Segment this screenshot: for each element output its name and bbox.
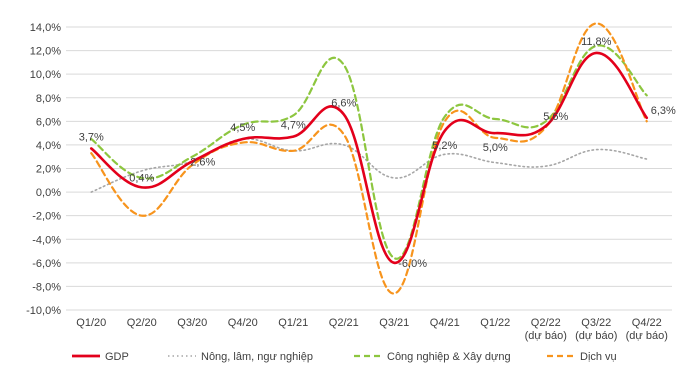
- gdp-data-label: 6,3%: [651, 105, 676, 117]
- legend: GDP Nông, lâm, ngư nghiệp Công nghiệp & Xâ…: [72, 351, 617, 363]
- y-tick-label: -4,0%: [32, 234, 61, 246]
- data-labels: 3,7% 0,4% 2,6% 4,5% 4,7% 6,6% -6,0% 5,2% 5,0% 5,6…: [79, 36, 676, 270]
- y-tick-label: -6,0%: [32, 258, 61, 270]
- legend-label: GDP: [105, 351, 129, 363]
- gdp-data-label: 5,0%: [483, 142, 508, 154]
- gdp-data-label: 5,6%: [543, 111, 568, 123]
- series-lines: [89, 22, 649, 295]
- series-line-industry-construction: [90, 44, 648, 260]
- x-tick-label: Q2/22 (dự báo): [525, 317, 567, 342]
- y-tick-label: 14,0%: [30, 22, 61, 34]
- y-tick-label: 12,0%: [30, 46, 61, 58]
- y-axis: -10,0% -8,0% -6,0% -4,0% -2,0% 0,0% 2,0% 4,0% 6,…: [26, 22, 61, 317]
- x-tick-label: Q4/22 (dự báo): [626, 317, 668, 342]
- gdp-data-label: 11,8%: [581, 36, 612, 48]
- x-tick-label: Q3/20: [177, 317, 207, 329]
- series-line-services: [90, 22, 648, 295]
- gdp-data-label: 4,7%: [281, 120, 306, 132]
- gdp-data-label: 6,6%: [331, 97, 356, 109]
- legend-label: Công nghiệp & Xây dựng: [387, 351, 511, 363]
- x-tick-label: Q4/20: [228, 317, 258, 329]
- legend-label: Nông, lâm, ngư nghiệp: [201, 351, 313, 363]
- y-tick-label: -10,0%: [26, 305, 61, 317]
- x-tick-label: Q2/20: [127, 317, 157, 329]
- gdp-data-label: 2,6%: [190, 156, 215, 168]
- gdp-data-label: 5,2%: [432, 140, 457, 152]
- x-tick-label: Q1/20: [76, 317, 106, 329]
- series-line-gdp: [89, 51, 649, 265]
- gdp-data-label: 0,4%: [129, 172, 154, 184]
- gdp-data-label: 4,5%: [230, 122, 255, 134]
- gdp-data-label: 3,7%: [79, 131, 104, 143]
- y-tick-label: -2,0%: [32, 211, 61, 223]
- y-tick-label: 0,0%: [36, 187, 61, 199]
- y-tick-label: 2,0%: [36, 164, 61, 176]
- x-tick-label: Q3/21: [379, 317, 409, 329]
- x-tick-label: Q4/21: [430, 317, 460, 329]
- y-tick-label: 6,0%: [36, 116, 61, 128]
- x-tick-label: Q2/21: [329, 317, 359, 329]
- legend-label: Dịch vụ: [580, 351, 617, 363]
- x-tick-label: Q3/22 (dự báo): [575, 317, 617, 342]
- y-tick-label: 8,0%: [36, 93, 61, 105]
- y-tick-label: 10,0%: [30, 69, 61, 81]
- y-tick-label: 4,0%: [36, 140, 61, 152]
- gdp-data-label: -6,0%: [398, 258, 427, 270]
- y-tick-label: -8,0%: [32, 281, 61, 293]
- x-tick-label: Q1/21: [278, 317, 308, 329]
- x-axis: Q1/20 Q2/20 Q3/20 Q4/20 Q1/21 Q2/21 Q3/21 Q4/21…: [76, 317, 668, 342]
- x-tick-label: Q1/22: [480, 317, 510, 329]
